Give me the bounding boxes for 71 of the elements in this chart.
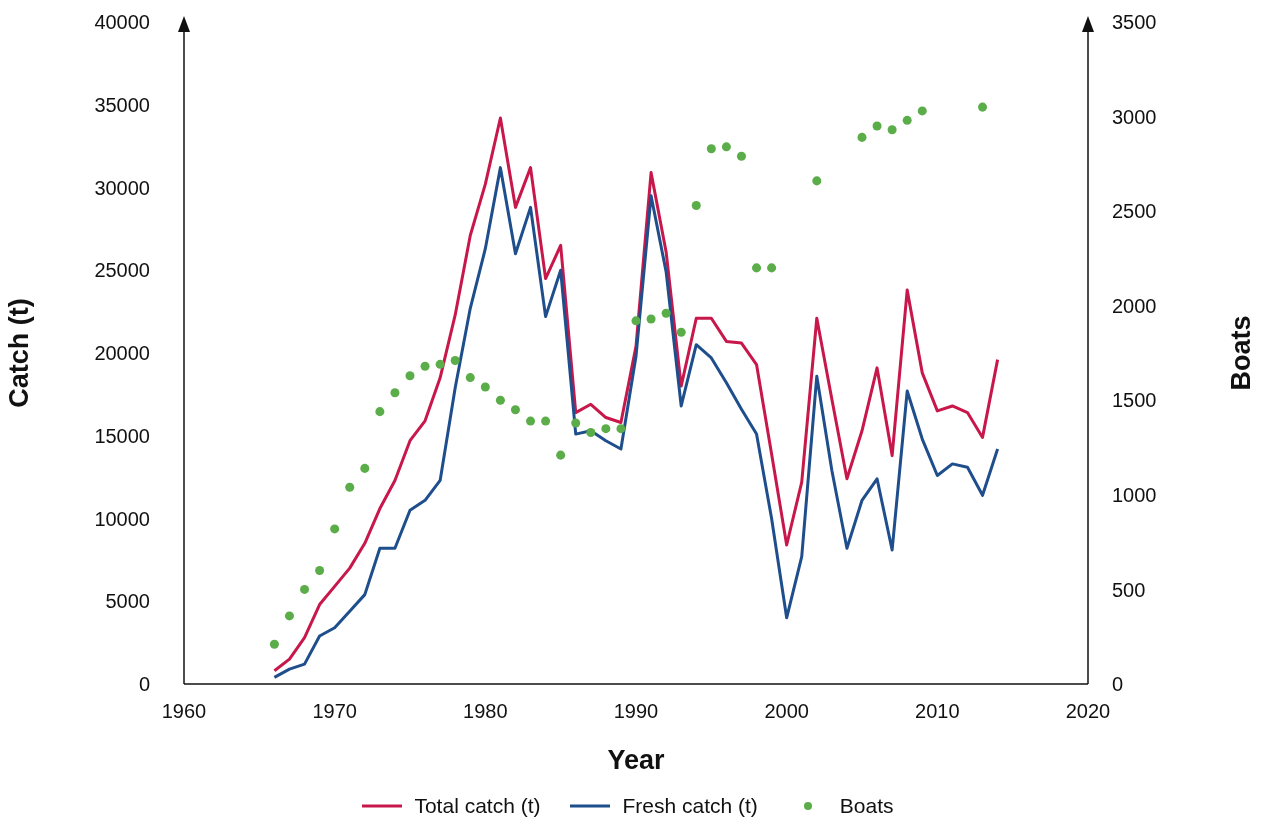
point [857,132,867,142]
point [465,373,475,383]
point [812,176,822,186]
y-tick-label: 35000 [94,93,150,116]
point [767,263,777,273]
point [586,427,596,437]
point [300,584,310,594]
point [556,450,566,460]
point [887,125,897,135]
y-tick-label: 40000 [94,11,150,34]
point [405,371,415,381]
point [330,524,340,534]
point [917,106,927,116]
x-tick-label: 2020 [1065,700,1111,723]
y2-tick-label: 2500 [1112,200,1157,223]
point [691,200,701,210]
point [495,395,505,405]
point [510,405,520,415]
point [736,151,746,161]
point [269,639,279,649]
point [872,121,882,131]
y2-tick-label: 1000 [1112,483,1157,506]
point [345,482,355,492]
point [375,407,385,417]
legend-label: Fresh catch (t) [622,794,758,818]
y2-tick-label: 2000 [1112,294,1157,317]
point [902,115,912,125]
point [315,566,325,576]
y-axis-title: Catch (t) [3,298,34,408]
x-tick-label: 2010 [915,700,960,723]
point [676,327,686,337]
point [646,314,656,324]
point [661,308,671,318]
y-tick-label: 30000 [94,176,150,199]
point [284,611,294,621]
point [541,416,551,426]
x-tick-label: 1960 [161,700,207,723]
point [420,361,430,371]
y2-tick-label: 3000 [1112,105,1157,128]
x-tick-label: 1990 [613,700,659,723]
point [360,463,370,473]
point [721,142,731,152]
point [752,263,762,273]
point [435,359,445,369]
y2-tick-label: 0 [1112,673,1124,696]
point [616,424,626,434]
point [526,416,536,426]
point [978,102,988,112]
y2-tick-label: 500 [1112,578,1146,601]
x-tick-label: 1970 [312,700,357,723]
point [450,356,460,366]
point [571,418,581,428]
point [631,316,641,326]
legend-label: Boats [839,794,894,818]
point [390,388,400,398]
y2-tick-label: 1500 [1112,389,1157,412]
x-tick-label: 1980 [463,700,508,723]
y-tick-label: 25000 [94,259,150,282]
y-tick-label: 15000 [94,424,150,447]
x-tick-label: 2000 [764,700,809,723]
legend-label: Total catch (t) [414,794,541,818]
y-tick-label: 0 [138,673,150,696]
x-axis-title: Year [607,745,666,775]
point [601,424,611,434]
y2-axis-title: Boats [1225,315,1256,391]
y-tick-label: 5000 [105,590,150,613]
y2-tick-label: 3500 [1112,11,1157,34]
y-tick-label: 10000 [94,507,150,530]
y-tick-label: 20000 [94,342,150,365]
point [480,382,490,392]
point [706,144,716,154]
